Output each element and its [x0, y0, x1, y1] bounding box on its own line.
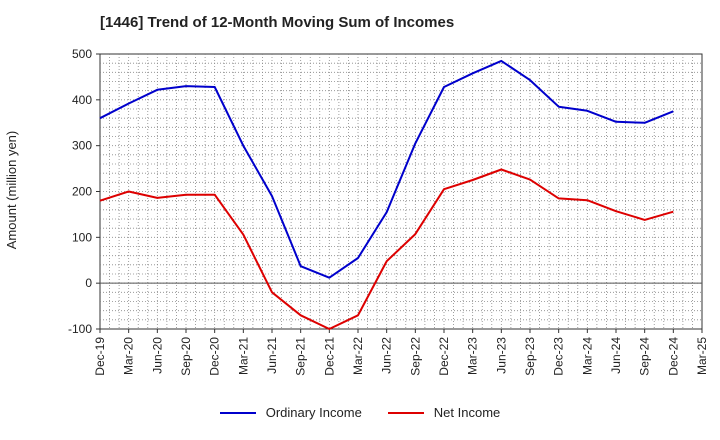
x-tick-label: Mar-25: [695, 337, 709, 375]
x-tick-label: Sep-21: [294, 337, 308, 376]
x-tick-label: Mar-22: [351, 337, 365, 375]
y-tick-label: 0: [85, 276, 92, 290]
legend-swatch-ordinary-income: [219, 411, 256, 414]
x-tick-label: Jun-23: [494, 337, 508, 374]
y-tick-label: 200: [72, 185, 92, 199]
x-tick-label: Jun-20: [150, 337, 164, 374]
y-tick-label: 400: [72, 93, 92, 107]
legend: Ordinary Income Net Income: [0, 405, 720, 420]
x-tick-label: Dec-19: [93, 337, 107, 376]
legend-label-net-income: Net Income: [433, 405, 501, 420]
x-tick-label: Sep-23: [523, 337, 537, 376]
x-tick-label: Dec-24: [666, 337, 680, 376]
x-tick-label: Mar-24: [580, 337, 594, 375]
x-tick-label: Sep-20: [179, 337, 193, 376]
x-tick-label: Dec-22: [437, 337, 451, 376]
legend-label-ordinary-income: Ordinary Income: [265, 405, 362, 420]
x-tick-label: Jun-22: [380, 337, 394, 374]
line-chart: -100 0 100 200 300 400 500 Dec-19 Mar-20 Jun-20 Se…: [68, 47, 709, 376]
legend-item-net-income: Net Income: [387, 405, 501, 420]
x-tick-label: Jun-21: [265, 337, 279, 374]
legend-item-ordinary-income: Ordinary Income: [219, 405, 362, 420]
x-tick-label: Sep-24: [638, 337, 652, 376]
y-tick-label: 300: [72, 139, 92, 153]
x-tick-label: Dec-21: [322, 337, 336, 376]
x-tick-label: Mar-21: [236, 337, 250, 375]
y-tick-label: 100: [72, 230, 92, 244]
x-tick-label: Dec-23: [552, 337, 566, 376]
x-tick-label: Dec-20: [208, 337, 222, 376]
y-tick-label: -100: [68, 322, 92, 336]
x-tick-label: Mar-23: [466, 337, 480, 375]
x-tick-label: Mar-20: [122, 337, 136, 375]
legend-swatch-net-income: [387, 411, 424, 414]
x-tick-label: Sep-22: [408, 337, 422, 376]
y-tick-label: 500: [72, 47, 92, 61]
chart-title: [1446] Trend of 12-Month Moving Sum of I…: [100, 14, 455, 31]
x-tick-label: Jun-24: [609, 337, 623, 374]
